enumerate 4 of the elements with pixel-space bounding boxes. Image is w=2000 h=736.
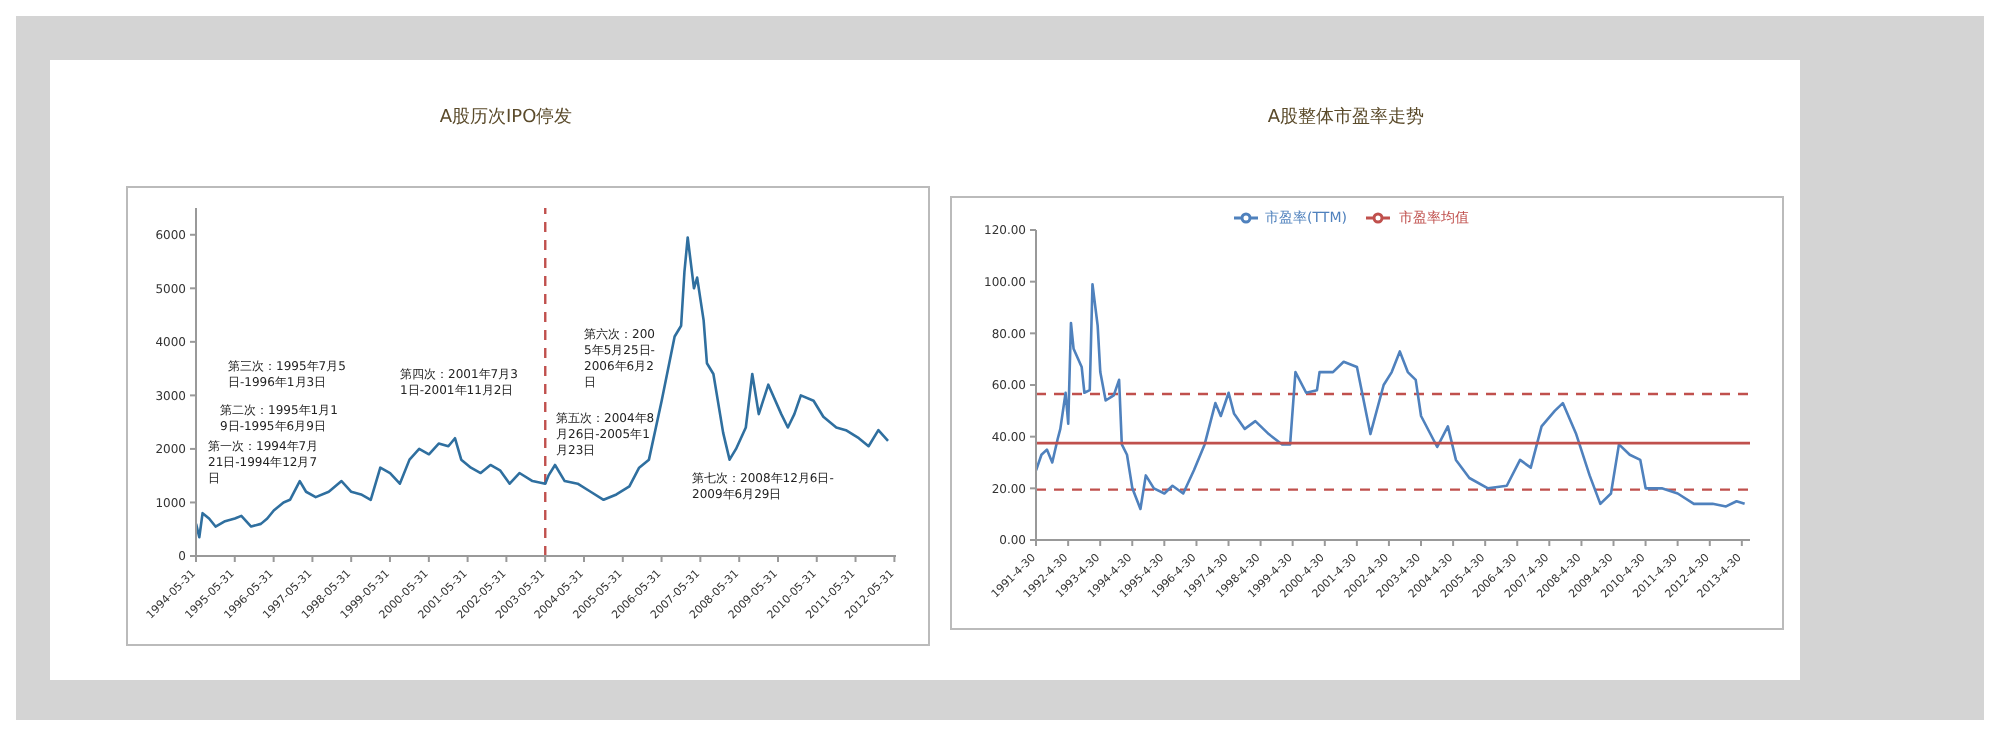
line-series xyxy=(1036,282,1746,511)
line-series xyxy=(196,236,890,539)
chart-title: A股整体市盈率走势 xyxy=(1265,105,1427,130)
chart-title: A股历次IPO停发 xyxy=(437,105,575,130)
